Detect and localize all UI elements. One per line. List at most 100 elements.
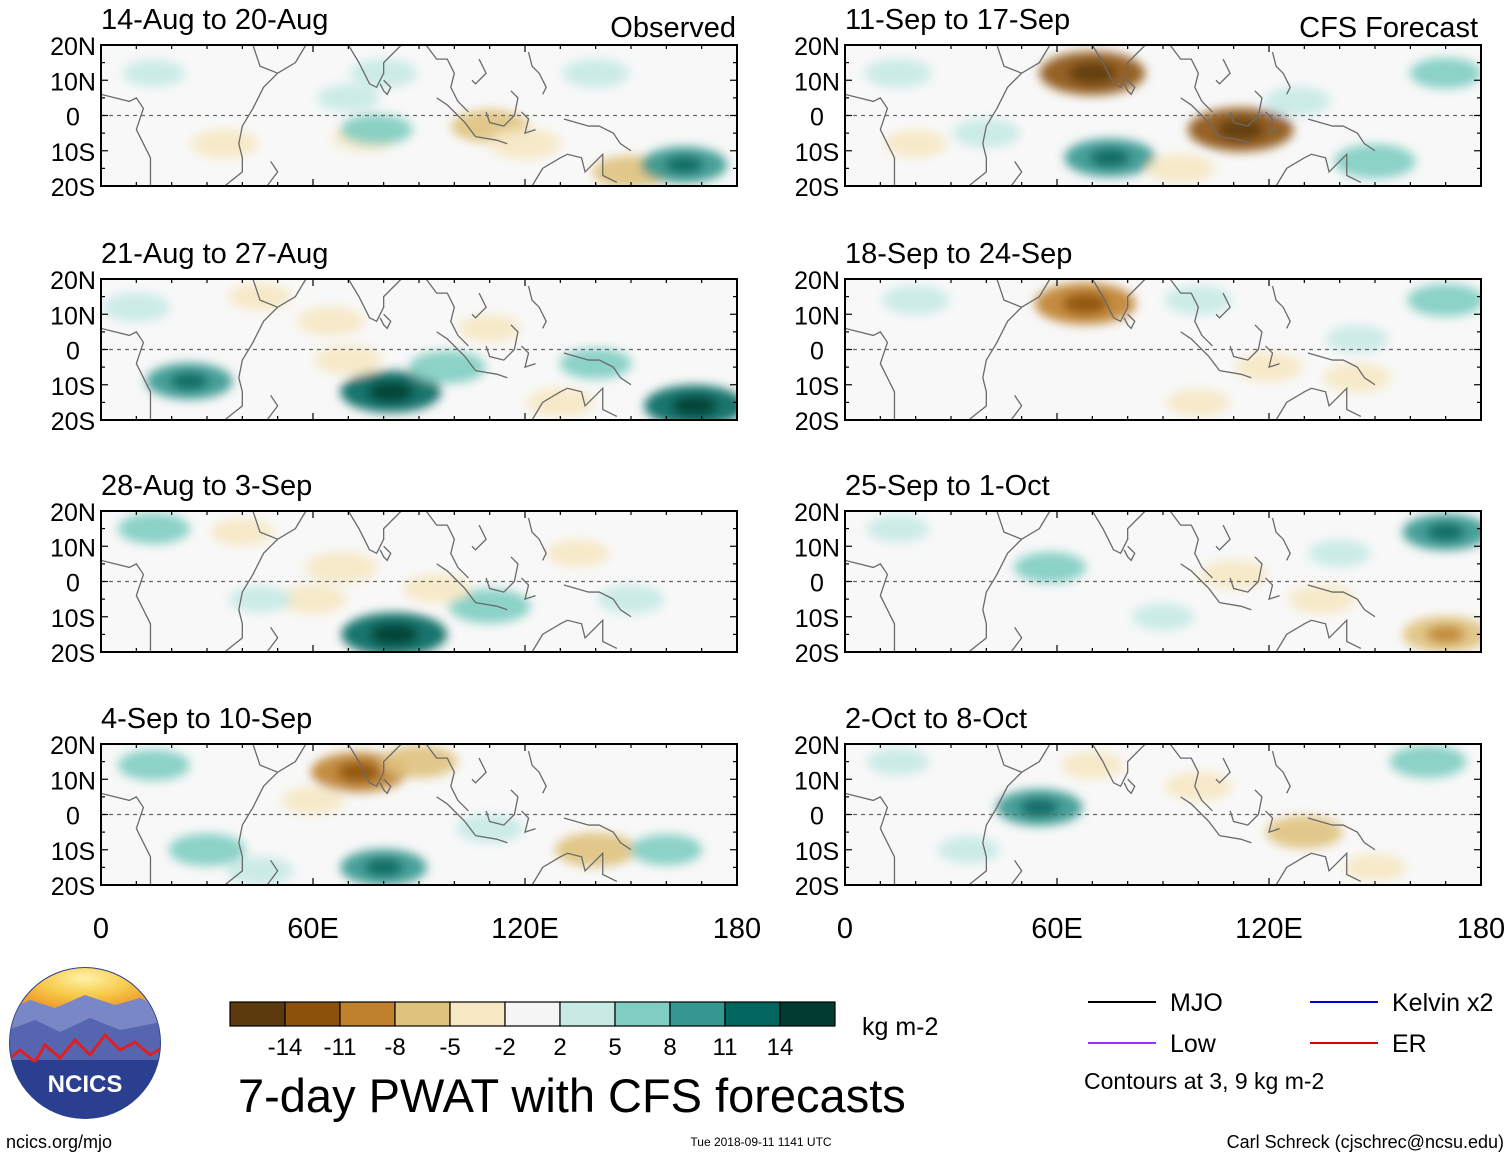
anomaly-cell xyxy=(1131,603,1195,631)
lat-tick-label: 20S xyxy=(51,174,95,202)
coastline xyxy=(475,602,508,611)
colorbar-tick-label: 2 xyxy=(553,1034,566,1061)
lat-tick-label: 20N xyxy=(794,33,840,61)
colorbar-swatch xyxy=(394,1001,451,1027)
anomaly-blobs xyxy=(866,745,1467,882)
coastline xyxy=(1215,757,1231,784)
lat-tick-label: 10N xyxy=(50,767,96,795)
contour-legend: MJO Kelvin x2 Low ER Contours at 3, 9 kg m-2 xyxy=(1084,989,1493,1094)
anomaly-cell xyxy=(448,588,531,624)
anomaly-cell xyxy=(122,59,186,87)
colorbar-tick-label: -11 xyxy=(324,1034,357,1061)
lon-tick-label: 60E xyxy=(1031,913,1083,945)
coastline xyxy=(224,72,279,186)
coastline xyxy=(266,626,279,652)
panel-title: 25-Sep to 1-Oct xyxy=(845,470,1050,502)
lon-tick-label: 180 xyxy=(1457,913,1505,945)
anomaly-cell xyxy=(297,306,365,336)
lat-tick-label: 20N xyxy=(50,33,96,61)
coastline xyxy=(224,538,279,652)
anomaly-cell xyxy=(562,58,630,88)
forecast-label: CFS Forecast xyxy=(1299,12,1478,44)
lon-tick-label: 60E xyxy=(287,913,339,945)
coastline xyxy=(425,45,469,113)
coastline xyxy=(996,45,1051,74)
anomaly-cell xyxy=(952,118,1020,148)
coastline xyxy=(1091,744,1147,788)
anomaly-cell xyxy=(211,518,274,546)
anomaly-core xyxy=(1426,625,1466,644)
colorbar-tick-label: 11 xyxy=(713,1034,738,1061)
anomaly-cell xyxy=(403,573,471,604)
coastline xyxy=(1271,517,1291,561)
coastline xyxy=(563,352,632,386)
coastline xyxy=(266,859,279,885)
anomaly-core xyxy=(1426,523,1466,542)
lat-tick-label: 20N xyxy=(50,732,96,760)
map-panel: 20N 10N 0 10S 20S 18-Sep to 24-Sep xyxy=(794,238,1482,436)
coastline xyxy=(1180,331,1221,372)
coastline xyxy=(1271,51,1291,95)
coastline xyxy=(1229,789,1263,826)
coastline xyxy=(1123,79,1136,96)
anomaly-cell xyxy=(1326,325,1389,353)
coastline xyxy=(485,324,519,361)
coastline xyxy=(1123,545,1136,562)
coastline xyxy=(1180,563,1221,604)
anomaly-blobs xyxy=(118,513,665,652)
anomaly-cell xyxy=(118,749,190,781)
colorbar-swatch xyxy=(724,1001,781,1027)
anomaly-core xyxy=(368,381,414,403)
colorbar-swatch xyxy=(504,1001,561,1027)
anomaly-cell xyxy=(118,513,190,545)
coastline xyxy=(968,306,1023,420)
map-panel: 20N 10N 0 10S 20S 4-Sep to 10-Sep xyxy=(50,703,738,901)
chart-title: 7-day PWAT with CFS forecasts xyxy=(238,1069,906,1122)
panel-title: 18-Sep to 24-Sep xyxy=(845,238,1072,270)
anomaly-cell xyxy=(884,130,947,158)
panel-title: 4-Sep to 10-Sep xyxy=(101,703,312,735)
coastline xyxy=(471,58,487,85)
lat-tick-label: 0 xyxy=(66,104,80,132)
anomaly-cell xyxy=(456,814,524,844)
panel-title: 28-Aug to 3-Sep xyxy=(101,470,312,502)
coastline xyxy=(1219,835,1252,844)
coastline xyxy=(1169,511,1213,579)
coastline xyxy=(379,778,392,795)
anomaly-cell xyxy=(1164,285,1232,315)
anomaly-cell xyxy=(866,514,930,543)
anomaly-field xyxy=(101,45,728,186)
lat-tick-label: 20N xyxy=(50,267,96,295)
anomaly-cell xyxy=(1389,745,1467,779)
lat-tick-label: 0 xyxy=(810,570,824,598)
lon-tick-label: 0 xyxy=(837,913,853,945)
colorbar-tick-label: -5 xyxy=(439,1034,460,1061)
coastline xyxy=(531,851,618,885)
anomaly-cell xyxy=(408,350,486,384)
anomaly-cell xyxy=(191,129,259,159)
colorbar-swatch xyxy=(339,1001,396,1027)
anomaly-core xyxy=(364,858,404,877)
coastline xyxy=(425,744,469,812)
coastline xyxy=(1275,386,1362,420)
coastline xyxy=(1219,370,1252,379)
coastline xyxy=(1169,279,1213,347)
legend-label: Low xyxy=(1170,1030,1217,1058)
anomaly-cell xyxy=(630,834,703,866)
map-panel: 20N 10N 0 10S 20S 25-Sep to 1-Oct xyxy=(794,470,1482,668)
panel-title: 11-Sep to 17-Sep xyxy=(845,4,1070,36)
coastline xyxy=(252,279,307,308)
coastline xyxy=(527,285,547,329)
anomaly-cell xyxy=(559,348,632,380)
anomaly-cell xyxy=(1343,853,1407,882)
coastline xyxy=(224,306,279,420)
coastline xyxy=(1010,394,1023,420)
lat-tick-label: 20S xyxy=(795,174,839,202)
coastline xyxy=(1091,279,1147,323)
anomaly-core xyxy=(671,395,718,417)
coastline xyxy=(1307,352,1376,386)
coastline xyxy=(1123,313,1136,330)
anomaly-cell xyxy=(937,836,1000,864)
coastline xyxy=(1307,584,1376,618)
